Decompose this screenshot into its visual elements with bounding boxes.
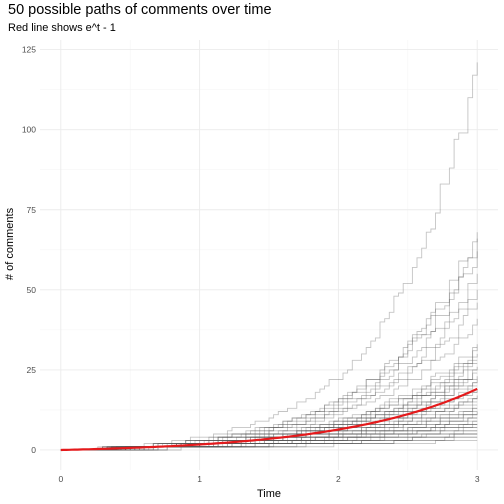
y-tick-label-0: 0 bbox=[31, 445, 36, 455]
path-46 bbox=[60, 433, 478, 451]
y-tick-label-3: 75 bbox=[27, 205, 37, 215]
x-tick-label-3: 3 bbox=[475, 474, 480, 484]
grid-lines bbox=[40, 40, 498, 470]
path-41 bbox=[60, 427, 478, 451]
path-43 bbox=[60, 430, 478, 451]
path-44 bbox=[60, 433, 478, 451]
x-axis-label: Time bbox=[257, 488, 281, 500]
path-39 bbox=[60, 423, 478, 451]
chart-title: 50 possible paths of comments over time bbox=[8, 2, 272, 18]
x-tick-label-2: 2 bbox=[336, 474, 341, 484]
x-tick-label-0: 0 bbox=[58, 474, 63, 484]
path-40 bbox=[60, 427, 478, 451]
path-49 bbox=[60, 439, 478, 451]
path-38 bbox=[60, 423, 478, 451]
y-tick-label-1: 25 bbox=[27, 365, 37, 375]
x-axis-ticks: 0 1 2 3 bbox=[58, 474, 479, 484]
y-axis-label: # of comments bbox=[4, 207, 16, 280]
path-48 bbox=[60, 436, 478, 451]
path-47 bbox=[60, 436, 478, 451]
path-45 bbox=[60, 433, 478, 451]
y-tick-label-5: 125 bbox=[22, 45, 36, 55]
reference-curve-group bbox=[60, 387, 478, 452]
y-tick-label-2: 50 bbox=[27, 285, 37, 295]
chart-subtitle: Red line shows e^t - 1 bbox=[8, 22, 116, 34]
path-0 bbox=[60, 62, 478, 451]
x-tick-label-1: 1 bbox=[197, 474, 202, 484]
y-axis-ticks: 0 25 50 75 100 125 bbox=[22, 45, 36, 455]
path-42 bbox=[60, 430, 478, 451]
reference-curve bbox=[60, 387, 478, 452]
y-tick-label-4: 100 bbox=[22, 125, 36, 135]
path-37 bbox=[60, 423, 478, 451]
